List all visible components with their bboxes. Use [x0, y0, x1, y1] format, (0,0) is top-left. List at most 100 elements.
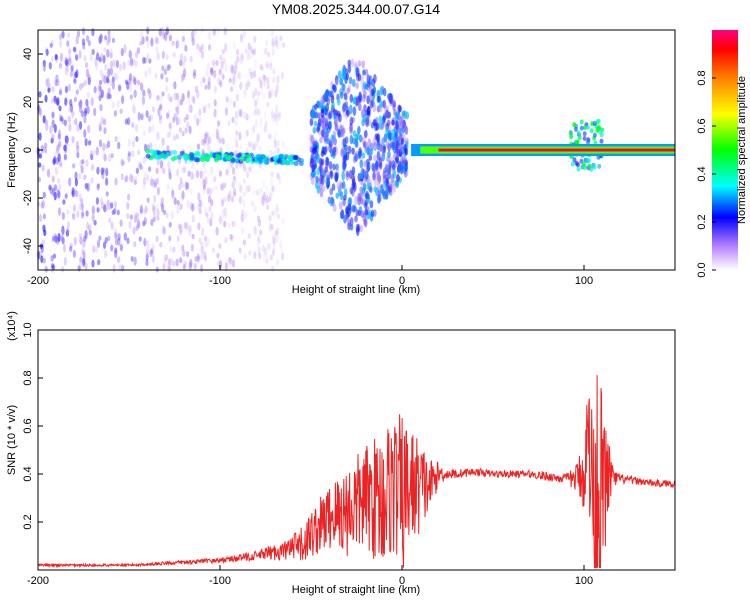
burst-mark	[364, 68, 369, 76]
burst-mark	[396, 136, 401, 147]
weak-band-mark	[163, 153, 169, 159]
noise-mark	[81, 211, 85, 219]
noise-mark	[68, 122, 72, 132]
noise-mark	[207, 144, 211, 154]
noise-mark	[191, 30, 195, 39]
noise-mark	[51, 119, 55, 128]
disturbance-mark	[586, 139, 590, 145]
noise-mark	[174, 113, 178, 121]
noise-mark	[199, 46, 203, 53]
weak-band-mark	[234, 158, 240, 164]
noise-mark	[201, 76, 206, 83]
noise-mark	[262, 77, 266, 87]
noise-mark	[206, 237, 210, 247]
noise-mark	[276, 213, 280, 220]
noise-mark	[198, 237, 202, 244]
burst-mark	[352, 106, 357, 116]
burst-mark	[324, 135, 328, 143]
noise-mark	[227, 222, 231, 228]
noise-mark	[132, 105, 136, 114]
noise-mark	[106, 92, 110, 100]
noise-mark	[134, 51, 139, 59]
noise-mark	[103, 75, 107, 85]
noise-mark	[156, 208, 160, 217]
y-tick-label: 0.6	[22, 418, 34, 433]
noise-mark	[58, 89, 63, 96]
burst-mark	[361, 187, 366, 195]
burst-mark	[324, 115, 329, 125]
noise-mark	[276, 147, 280, 154]
noise-mark	[40, 255, 44, 264]
noise-mark	[132, 58, 136, 66]
noise-mark	[232, 187, 237, 197]
burst-mark	[399, 161, 403, 170]
noise-mark	[139, 203, 144, 211]
spectrogram-x-label: Height of straight line (km)	[292, 284, 420, 296]
noise-mark	[37, 176, 42, 183]
noise-mark	[218, 68, 222, 76]
noise-mark	[102, 151, 106, 162]
disturbance-mark	[581, 162, 586, 168]
noise-mark	[209, 218, 213, 227]
noise-mark	[141, 36, 145, 45]
noise-mark	[63, 119, 67, 127]
noise-mark	[107, 140, 111, 148]
burst-mark	[364, 170, 369, 180]
noise-mark	[104, 236, 108, 244]
noise-mark	[250, 141, 254, 149]
burst-mark	[359, 171, 364, 180]
noise-mark	[54, 79, 58, 87]
noise-mark	[259, 81, 263, 89]
noise-mark	[153, 213, 157, 220]
noise-mark	[165, 212, 169, 219]
disturbance-mark	[592, 132, 597, 138]
noise-mark	[168, 172, 172, 180]
burst-mark	[348, 170, 353, 180]
noise-mark	[190, 171, 194, 180]
noise-mark	[160, 201, 164, 208]
burst-mark	[395, 156, 399, 163]
burst-mark	[373, 186, 378, 193]
burst-mark	[351, 147, 355, 155]
noise-mark	[218, 79, 223, 85]
snr-frame	[37, 329, 676, 571]
burst-mark	[385, 190, 389, 200]
noise-mark	[56, 144, 60, 154]
noise-mark	[58, 62, 63, 69]
noise-mark	[191, 37, 195, 46]
burst-mark	[382, 190, 387, 200]
noise-mark	[211, 247, 215, 253]
burst-mark	[310, 157, 314, 165]
noise-mark	[191, 214, 195, 223]
noise-mark	[106, 199, 110, 206]
burst-mark	[320, 102, 324, 110]
noise-mark	[129, 84, 133, 92]
noise-mark	[167, 108, 171, 118]
noise-mark	[123, 44, 127, 54]
y-tick-label: 0.4	[22, 466, 34, 481]
noise-mark	[147, 88, 151, 94]
noise-mark	[127, 59, 131, 67]
noise-mark	[218, 137, 222, 144]
noise-mark	[96, 183, 100, 191]
noise-mark	[221, 197, 225, 204]
noise-mark	[139, 205, 143, 214]
burst-mark	[349, 104, 353, 115]
burst-mark	[313, 120, 318, 127]
burst-mark	[392, 183, 397, 193]
burst-mark	[382, 99, 387, 109]
noise-mark	[78, 193, 82, 202]
burst-mark	[401, 110, 406, 117]
burst-mark	[320, 150, 325, 157]
noise-mark	[51, 235, 56, 242]
noise-mark	[267, 51, 271, 58]
noise-mark	[251, 49, 255, 55]
noise-mark	[90, 177, 94, 184]
burst-mark	[397, 104, 402, 114]
noise-mark	[67, 105, 71, 113]
noise-mark	[76, 210, 80, 219]
burst-mark	[382, 145, 387, 154]
burst-mark	[384, 164, 389, 173]
noise-mark	[72, 213, 76, 221]
noise-mark	[185, 222, 189, 232]
